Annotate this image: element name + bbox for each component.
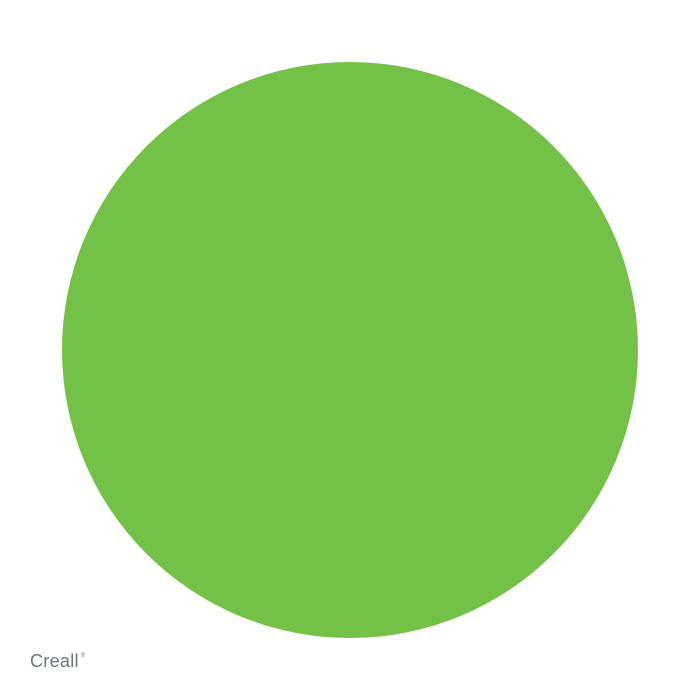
brand-logo: Creall ® — [30, 651, 86, 672]
color-swatch-circle — [62, 62, 638, 638]
registered-mark: ® — [80, 653, 86, 659]
logo-text: Creall — [30, 651, 79, 671]
